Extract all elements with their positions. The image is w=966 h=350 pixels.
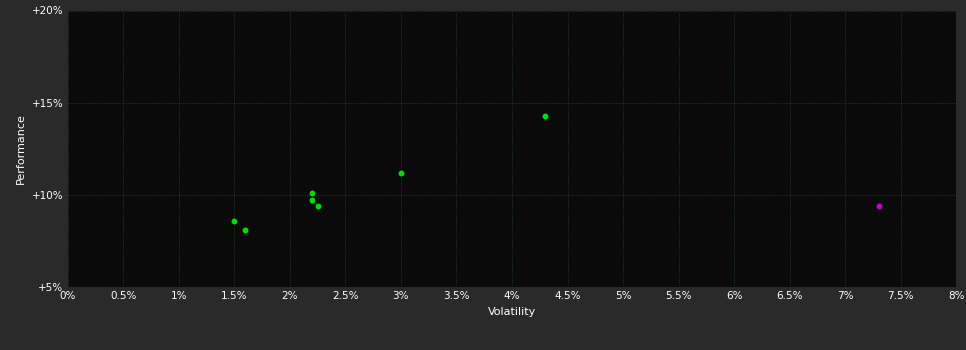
Point bbox=[304, 190, 320, 196]
Point bbox=[310, 203, 326, 209]
Point bbox=[871, 203, 887, 209]
Point bbox=[238, 227, 253, 233]
Point bbox=[538, 113, 554, 118]
Point bbox=[393, 170, 409, 175]
Point bbox=[226, 218, 242, 223]
X-axis label: Volatility: Volatility bbox=[488, 307, 536, 317]
Y-axis label: Performance: Performance bbox=[16, 113, 26, 184]
Point bbox=[304, 197, 320, 203]
